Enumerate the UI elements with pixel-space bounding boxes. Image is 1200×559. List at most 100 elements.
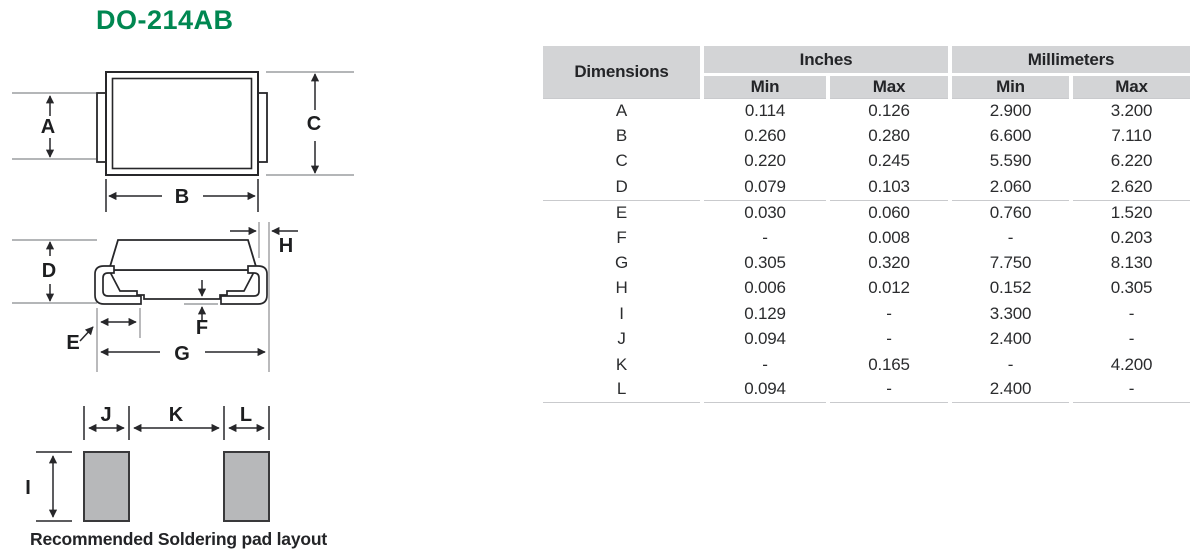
dimension-value-cell: -	[1007, 227, 1014, 247]
dimension-value-cell: 0.126	[830, 98, 948, 123]
dimension-value-cell: -	[1007, 354, 1014, 374]
pad-dimension-ticks	[83, 406, 270, 440]
dimension-label-l: L	[240, 404, 252, 426]
dimension-value-cell: 2.900	[952, 98, 1069, 123]
dimension-value-cell: 0.760	[952, 199, 1069, 225]
dimension-value-cell: 0.094	[744, 329, 786, 349]
dimension-value-cell: 1.520	[1073, 199, 1190, 225]
dimension-table-body: A 0.114 0.126 2.900 3.200 B 0.260 0.280 6.600 7.1…	[543, 98, 1190, 403]
dimension-value-cell: -	[1128, 329, 1135, 349]
dimension-value-cell: 0.129	[744, 303, 786, 323]
dimension-value-cell: 0.152	[989, 278, 1032, 298]
right-solder-pad	[223, 451, 270, 522]
dimension-value-cell: 0.103	[868, 176, 910, 196]
col-group-millimeters: Millimeters	[952, 46, 1190, 73]
right-gullwing-lead	[220, 265, 268, 305]
dimension-value-cell: 0.165	[868, 354, 910, 374]
dimension-name-cell: F	[616, 227, 627, 247]
dimension-value-cell: 2.400	[989, 329, 1032, 349]
left-solder-pad	[83, 451, 130, 522]
side-view-drawing: D H F E G	[12, 222, 298, 372]
dimension-name-cell: G	[614, 253, 629, 273]
dimension-name-cell: E	[543, 199, 700, 225]
dimension-value-cell: 0.012	[868, 278, 910, 298]
col-header-inches-max: Max	[830, 76, 948, 98]
dimension-value-cell: -	[762, 227, 768, 247]
dimension-value-cell: 0.260	[744, 126, 786, 146]
dimension-value-cell: 0.320	[868, 253, 910, 273]
dimension-value-cell: 7.750	[989, 253, 1032, 273]
dimension-label-b: B	[175, 186, 189, 208]
dimension-d-extension-lines	[12, 239, 97, 304]
dimension-value-cell: 0.220	[744, 151, 786, 171]
dimension-value-cell: 0.030	[704, 199, 826, 225]
dimension-value-cell: 4.200	[1110, 354, 1153, 374]
dimension-l: L	[228, 404, 265, 433]
dimension-value-cell: 0.305	[744, 253, 786, 273]
dimension-value-cell: 2.060	[989, 176, 1032, 196]
dimension-value-cell: 0.060	[830, 199, 948, 225]
pad-layout-caption: Recommended Soldering pad layout	[30, 529, 327, 549]
package-body-bottom-profile	[107, 269, 257, 300]
page-title: DO-214AB	[96, 5, 234, 35]
col-group-inches: Inches	[704, 46, 948, 73]
dimension-d: D	[42, 241, 56, 302]
dimension-name-cell: D	[615, 176, 628, 196]
top-view-drawing: A C B	[12, 71, 354, 212]
dimension-value-cell: 0.245	[868, 151, 910, 171]
dimension-label-a: A	[41, 116, 55, 138]
dimension-name-cell: H	[615, 278, 628, 298]
dimension-value-cell: -	[762, 354, 768, 374]
dimension-value-cell: 3.200	[1073, 98, 1190, 123]
package-drawing: A C B	[12, 71, 354, 522]
dimension-value-cell: 0.203	[1110, 227, 1153, 247]
dimension-f: F	[184, 280, 218, 339]
dimension-value-cell: 6.600	[989, 126, 1032, 146]
dimension-label-k: K	[169, 404, 184, 426]
left-gullwing-lead	[94, 265, 142, 305]
dimension-h-extension-lines	[258, 222, 270, 372]
dimension-i: I	[25, 451, 72, 522]
dimension-c: C	[307, 73, 321, 174]
dimension-label-h: H	[279, 235, 293, 257]
dimension-value-cell: 3.300	[989, 303, 1032, 323]
dimension-label-f: F	[196, 317, 208, 339]
col-header-inches-min: Min	[704, 76, 826, 98]
dimension-value-cell: 2.400	[952, 377, 1069, 403]
dimension-name-cell: C	[615, 151, 628, 171]
pad-layout-drawing: J K L I	[25, 404, 270, 522]
package-body-inner-outline	[111, 77, 253, 170]
dimension-b: B	[105, 179, 259, 212]
dimension-value-cell: -	[1128, 303, 1135, 323]
dimension-name-cell: I	[619, 303, 624, 323]
dimension-value-cell: -	[830, 377, 948, 403]
dimension-label-c: C	[307, 113, 321, 135]
col-header-dimensions: Dimensions	[543, 46, 700, 98]
dimension-label-j: J	[100, 404, 111, 426]
dimension-g: G	[100, 343, 266, 365]
dimension-value-cell: 8.130	[1110, 253, 1153, 273]
dimension-e: E	[66, 317, 137, 354]
dimension-c-extension-lines	[266, 71, 354, 176]
dimension-h: H	[230, 226, 298, 257]
dimension-e-extension-lines	[96, 308, 141, 372]
col-header-mm-min: Min	[952, 76, 1069, 98]
dimension-value-cell: 2.620	[1110, 176, 1153, 196]
dimension-a: A	[41, 95, 55, 158]
dimension-value-cell: -	[886, 329, 892, 349]
dimension-name-cell: J	[617, 329, 626, 349]
col-header-mm-max: Max	[1073, 76, 1190, 98]
dimension-value-cell: 6.220	[1110, 151, 1153, 171]
dimension-value-cell: -	[886, 303, 892, 323]
dimension-value-cell: 5.590	[989, 151, 1032, 171]
dimension-value-cell: -	[1073, 377, 1190, 403]
dimension-name-cell: L	[543, 377, 700, 403]
dimension-label-d: D	[42, 260, 56, 282]
dimension-value-cell: 0.079	[744, 176, 786, 196]
dimension-value-cell: 0.008	[868, 227, 910, 247]
dimension-a-extension-lines	[12, 92, 96, 160]
dimension-value-cell: 0.305	[1110, 278, 1153, 298]
dimension-label-i: I	[25, 477, 31, 499]
dimension-label-e: E	[66, 332, 79, 354]
